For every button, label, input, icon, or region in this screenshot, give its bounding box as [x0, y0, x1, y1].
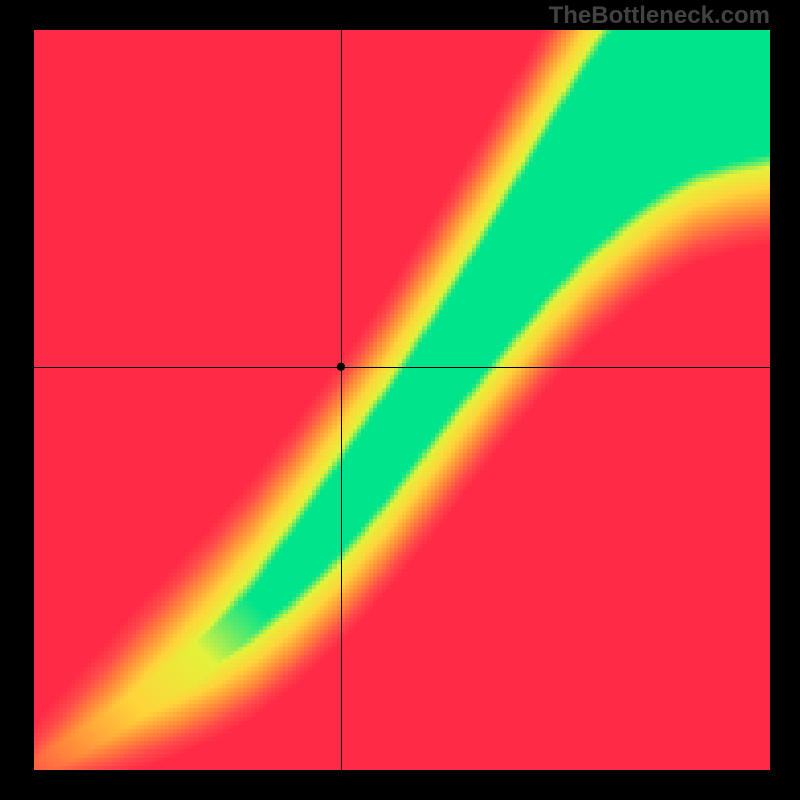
bottleneck-heatmap — [34, 30, 770, 770]
chart-container: TheBottleneck.com — [0, 0, 800, 800]
watermark-text: TheBottleneck.com — [549, 2, 770, 30]
